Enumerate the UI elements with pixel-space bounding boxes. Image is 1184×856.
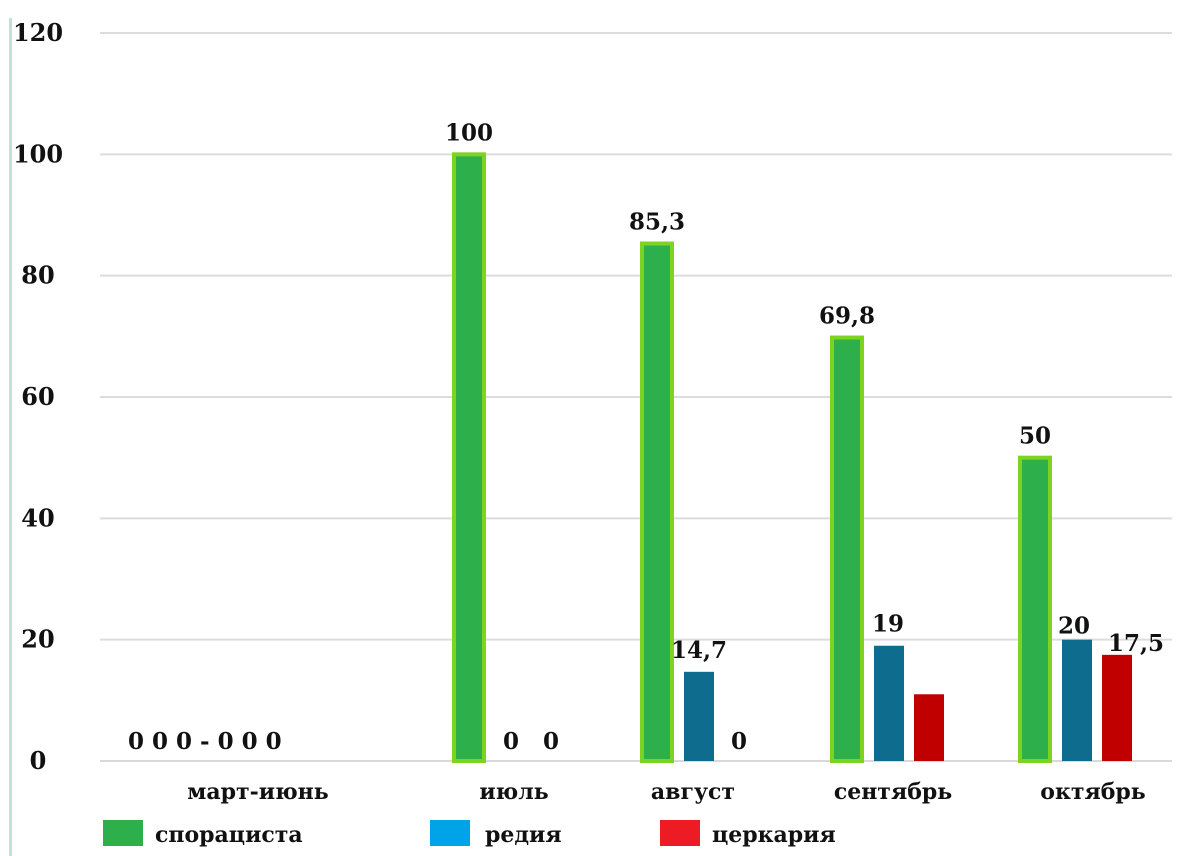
- y-tick-label: 80: [21, 261, 54, 290]
- y-tick-label: 60: [21, 382, 54, 411]
- x-category-label: август: [651, 779, 735, 805]
- data-label-1-2: 100: [445, 119, 493, 146]
- bar-3-5: [1102, 654, 1132, 761]
- legend-swatch-1: [103, 820, 143, 846]
- data-label-1-3: 85,3: [629, 209, 685, 236]
- data-label-3-5: 17,5: [1108, 630, 1164, 657]
- legend: спорациста редия церкария: [103, 820, 836, 848]
- y-tick-label: 0: [30, 746, 47, 775]
- data-label-2-3: 14,7: [671, 637, 727, 664]
- data-label-2-4: 19: [872, 611, 904, 638]
- bar-2-4: [874, 645, 904, 761]
- x-category-label: сентябрь: [834, 779, 952, 805]
- bars: [452, 152, 1132, 764]
- legend-swatch-3: [660, 820, 700, 846]
- y-tick-label: 20: [21, 625, 54, 654]
- data-label-3-2: 0: [543, 728, 559, 755]
- x-category-label: март-июнь: [187, 779, 328, 805]
- y-axis-ticks: 0 20 40 60 80 100 120: [13, 18, 63, 775]
- left-border-rule: [9, 18, 12, 856]
- data-label-1-5: 50: [1019, 423, 1051, 450]
- data-label-2-2: 0: [503, 728, 519, 755]
- legend-label-2: редия: [485, 822, 562, 848]
- y-tick-label: 120: [13, 18, 63, 47]
- x-category-label: октябрь: [1040, 779, 1146, 805]
- y-tick-label: 40: [21, 503, 54, 532]
- legend-label-1: спорациста: [155, 822, 303, 848]
- x-axis-categories: март-июнь июль август сентябрь октябрь: [187, 779, 1145, 805]
- legend-label-3: церкария: [712, 822, 836, 848]
- y-tick-label: 100: [13, 139, 63, 168]
- data-label-3-3: 0: [731, 728, 747, 755]
- bar-1-3: [640, 241, 674, 764]
- x-category-label: июль: [479, 779, 548, 805]
- bar-1-2: [452, 152, 486, 764]
- zero-row-label: 0 0 0 - 0 0 0: [128, 728, 282, 755]
- data-label-2-5: 20: [1058, 613, 1090, 640]
- bar-2-5: [1062, 639, 1092, 761]
- bar-2-3: [684, 671, 714, 761]
- bar-1-5: [1018, 455, 1052, 763]
- data-label-1-4: 69,8: [819, 303, 875, 330]
- bar-3-4: [914, 694, 944, 761]
- legend-swatch-2: [430, 820, 470, 846]
- bar-1-4: [830, 335, 864, 763]
- gridlines: [100, 32, 1172, 762]
